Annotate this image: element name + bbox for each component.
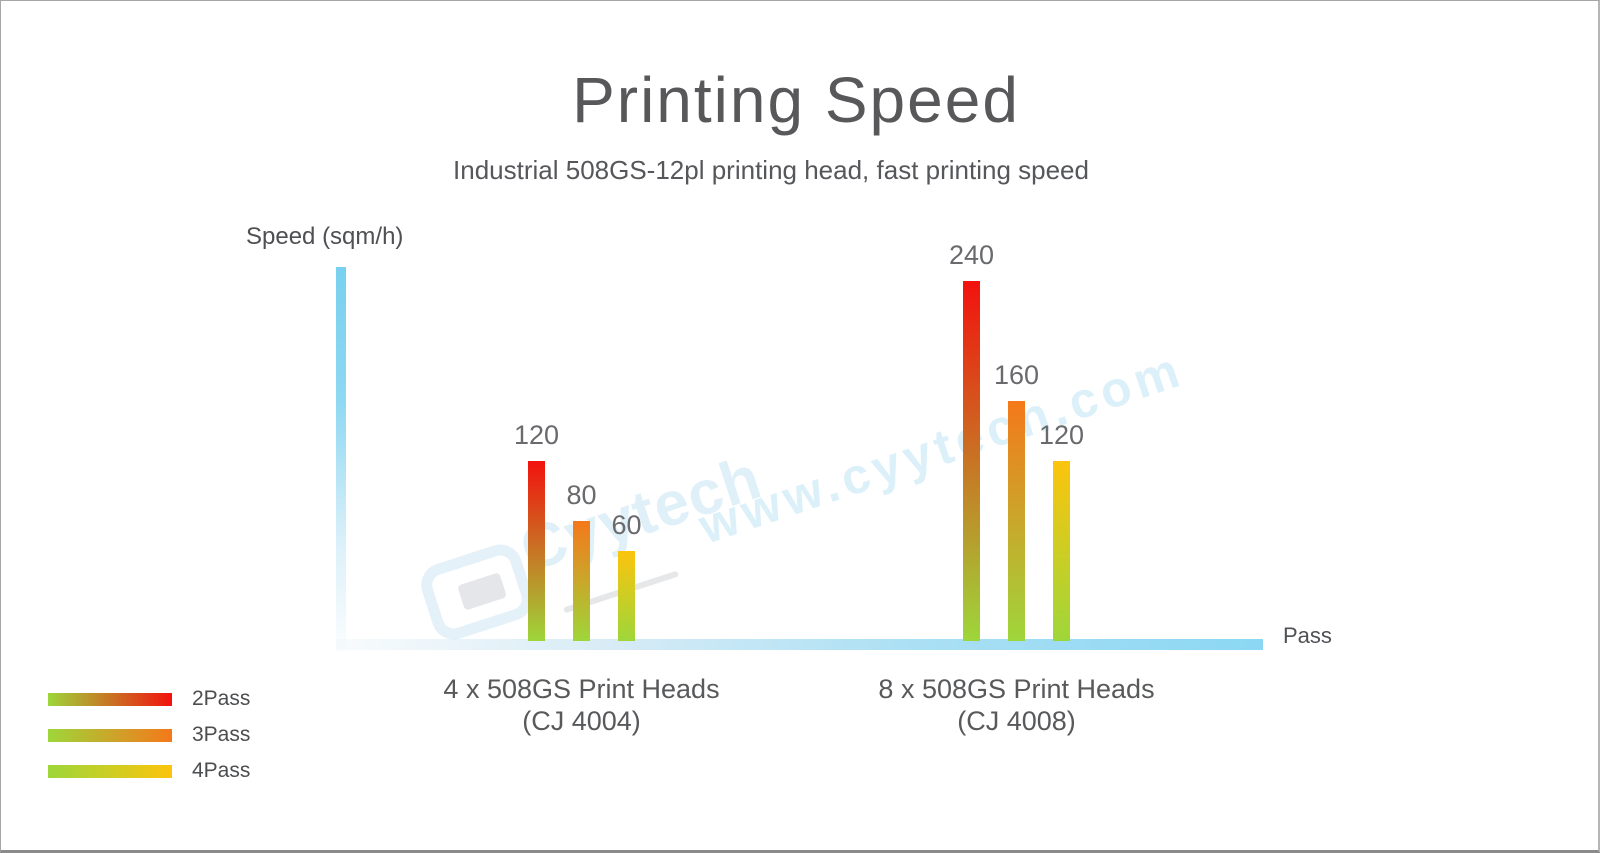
- bar-value-label: 60: [611, 510, 642, 540]
- group-label-line1: 8 x 508GS Print Heads: [878, 674, 1155, 704]
- chart-title: Printing Speed: [572, 64, 1020, 136]
- bar-value-label: 120: [1038, 420, 1085, 450]
- group-label-line1: 4 x 508GS Print Heads: [443, 674, 720, 704]
- bar-2pass-group1: [528, 461, 545, 641]
- y-axis-label: Speed (sqm/h): [246, 223, 404, 250]
- group-label: 8 x 508GS Print Heads (CJ 4008): [878, 673, 1154, 737]
- bar-2pass-group2: [963, 281, 980, 641]
- legend-label: 3Pass: [192, 723, 251, 746]
- x-axis-line: [336, 639, 1263, 650]
- bar-value-label: 80: [566, 480, 597, 510]
- bar-4pass-group1: [618, 551, 635, 641]
- bar-value-label: 160: [993, 360, 1040, 390]
- legend-swatch-icon: [48, 692, 172, 706]
- x-axis-label: Pass: [1283, 623, 1332, 648]
- legend-item-2pass: 2Pass: [48, 681, 250, 717]
- legend-swatch-icon: [48, 728, 172, 742]
- bar-value-label: 240: [948, 240, 995, 270]
- bar-value-label: 120: [513, 420, 560, 450]
- bar-3pass-group2: [1008, 401, 1025, 641]
- chart-subtitle: Industrial 508GS-12pl printing head, fas…: [453, 155, 1089, 185]
- watermark-url-text: www.cyytech.com: [692, 340, 1191, 555]
- group-label: 4 x 508GS Print Heads (CJ 4004): [443, 673, 719, 737]
- bar-4pass-group2: [1053, 461, 1070, 641]
- y-axis-line: [336, 267, 346, 651]
- group-label-line2: (CJ 4008): [957, 706, 1076, 736]
- watermark-logo-icon: [415, 538, 539, 646]
- legend: 2Pass 3Pass 4Pass: [48, 681, 250, 789]
- group-label-line2: (CJ 4004): [522, 706, 641, 736]
- legend-swatch-icon: [48, 764, 172, 778]
- watermark-logo-inner-shape: [457, 572, 508, 611]
- legend-label: 4Pass: [192, 759, 251, 782]
- legend-item-3pass: 3Pass: [48, 717, 250, 753]
- legend-label: 2Pass: [192, 687, 251, 710]
- bar-3pass-group1: [573, 521, 590, 641]
- legend-item-4pass: 4Pass: [48, 753, 250, 789]
